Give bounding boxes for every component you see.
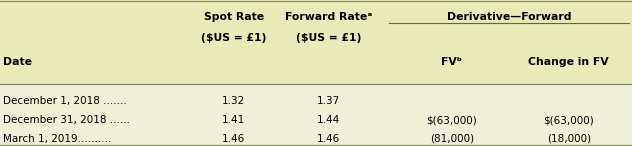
Text: ($US = £1): ($US = £1) (296, 33, 362, 43)
Text: Spot Rate: Spot Rate (204, 12, 264, 22)
Text: Forward Rateᵃ: Forward Rateᵃ (285, 12, 372, 22)
Text: $(63,000): $(63,000) (427, 115, 477, 125)
Text: ($US = £1): ($US = £1) (201, 33, 267, 43)
Text: FVᵇ: FVᵇ (441, 57, 463, 67)
Text: 1.32: 1.32 (222, 97, 245, 106)
Bar (0, 84, 632, 146)
Text: (81,000): (81,000) (430, 134, 474, 144)
Text: 1.37: 1.37 (317, 97, 340, 106)
Text: Date: Date (3, 57, 32, 67)
Text: December 31, 2018 ......: December 31, 2018 ...... (3, 115, 130, 125)
Text: $(63,000): $(63,000) (544, 115, 594, 125)
Text: Change in FV: Change in FV (528, 57, 609, 67)
Text: 1.41: 1.41 (222, 115, 245, 125)
Text: Derivative—Forward: Derivative—Forward (447, 12, 571, 22)
Text: 1.46: 1.46 (317, 134, 340, 144)
Text: 1.46: 1.46 (222, 134, 245, 144)
Text: March 1, 2019..........: March 1, 2019.......... (3, 134, 111, 144)
Text: (18,000): (18,000) (547, 134, 591, 144)
Text: 1.44: 1.44 (317, 115, 340, 125)
Text: December 1, 2018 .......: December 1, 2018 ....... (3, 97, 127, 106)
